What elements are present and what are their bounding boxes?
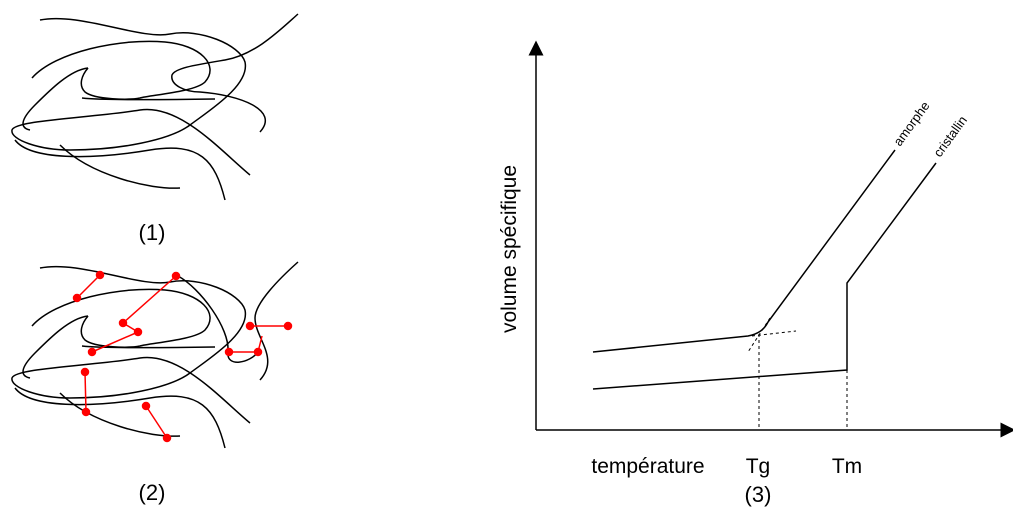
chain-5 <box>14 139 226 201</box>
crystalline-curve <box>592 162 937 390</box>
tg-label: Tg <box>746 455 771 478</box>
crosslink-node <box>245 321 255 331</box>
tm-label: Tm <box>832 455 862 478</box>
network-chain-5 <box>14 387 226 449</box>
crosslink-node <box>72 293 82 303</box>
chain-1 <box>11 17 251 176</box>
panel-3-graph: volume spécifique température Tg Tm amor… <box>498 40 1013 478</box>
amorphous-curve <box>592 149 896 353</box>
network-chain-4 <box>254 261 299 381</box>
panel-1-linear-chains <box>11 13 299 201</box>
network-chain-7 <box>81 345 216 349</box>
amorphous-label: amorphe <box>890 98 932 148</box>
network-chain-2 <box>31 288 211 348</box>
panel-2-network <box>11 261 299 449</box>
crosslink-node <box>87 347 97 357</box>
crosslink-node <box>283 321 293 331</box>
chain-7 <box>81 97 216 101</box>
y-axis-label: volume spécifique <box>498 165 521 333</box>
crosslink-node <box>80 367 90 377</box>
crosslink-node <box>81 407 91 417</box>
crosslink-node <box>253 347 263 357</box>
network-chain-3 <box>22 315 89 379</box>
chain-3 <box>22 67 89 131</box>
chain-2 <box>31 40 211 100</box>
x-axis-label: température <box>591 455 704 478</box>
panel-2-label: (2) <box>139 480 166 505</box>
network-chain-1 <box>11 265 251 424</box>
crosslink-node <box>118 318 128 328</box>
crosslink-node <box>133 327 143 337</box>
chain-4 <box>171 13 299 133</box>
panel-3-label: (3) <box>745 482 772 507</box>
network-chain-8 <box>177 275 259 363</box>
crystalline-label: cristallin <box>930 113 970 160</box>
dashed-guides <box>747 317 848 430</box>
crosslink-node <box>224 347 234 357</box>
panel-1-label: (1) <box>139 220 166 245</box>
crosslink-node <box>171 271 181 281</box>
crosslink-node <box>141 401 151 411</box>
crosslink-node <box>162 433 172 443</box>
chain-6 <box>59 144 181 189</box>
crosslink-node <box>95 270 105 280</box>
crosslinks <box>72 270 293 443</box>
